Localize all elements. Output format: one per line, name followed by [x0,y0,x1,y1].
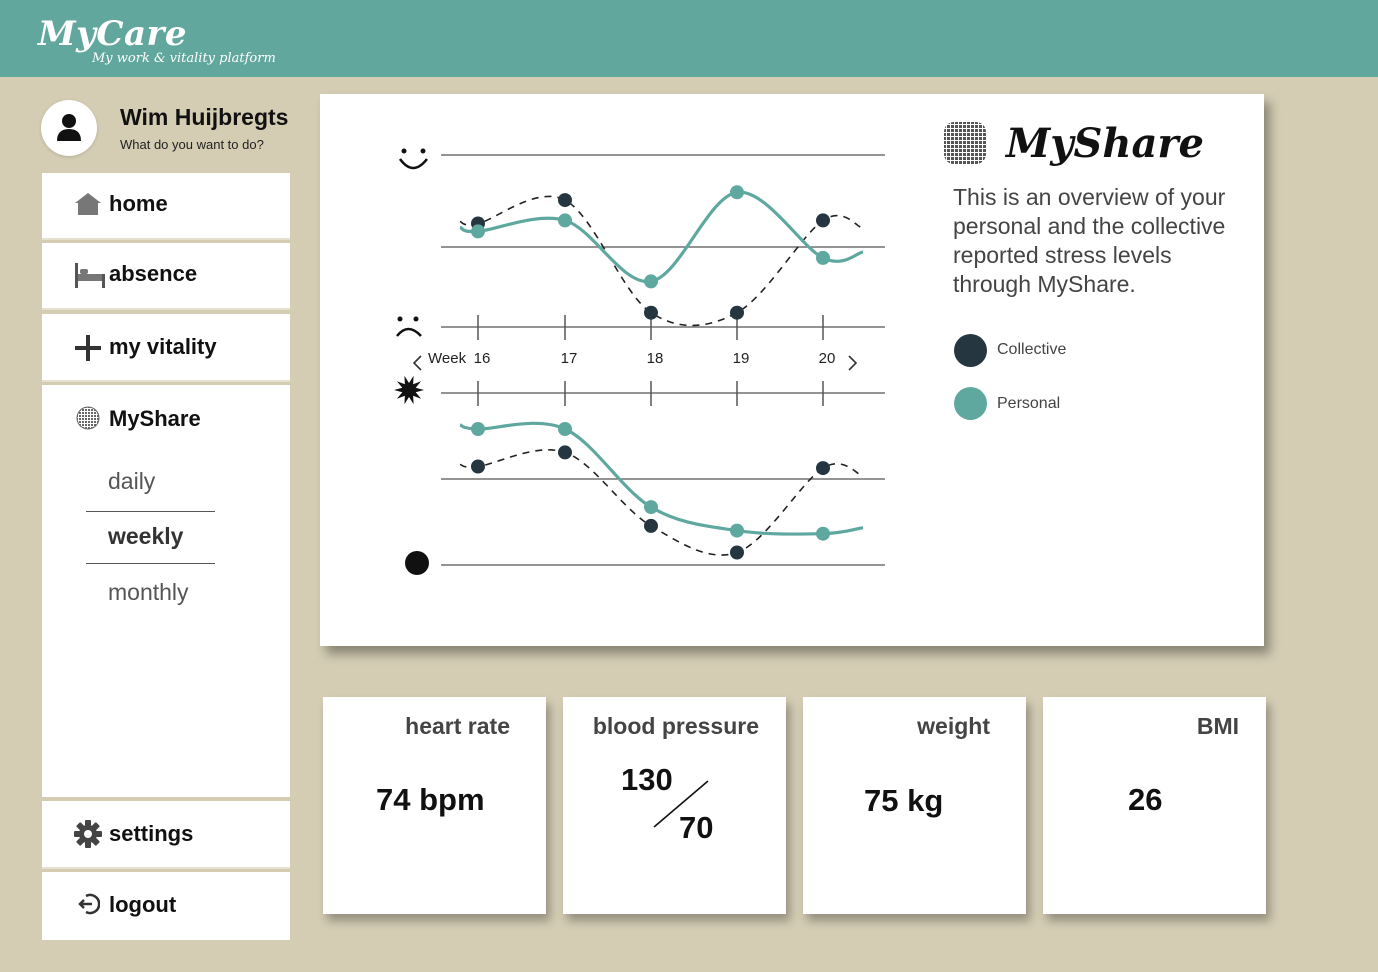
collective-point[interactable] [816,461,830,476]
collective-point[interactable] [644,305,658,320]
user-prompt: What do you want to do? [120,137,264,152]
nav-myshare-label: MyShare [109,406,201,431]
myshare-grid-icon [944,122,986,164]
heart-rate-card[interactable]: heart rate 74 bpm [323,697,546,914]
nav-absence[interactable]: absence [42,243,290,310]
legend-collective-dot [954,334,987,367]
next-week-arrow[interactable] [848,355,858,371]
collective-point[interactable] [558,193,572,208]
myshare-title: MyShare [1006,120,1204,167]
heart-rate-title: heart rate [405,713,510,739]
bmi-title: BMI [1196,713,1239,739]
nav-myshare[interactable]: MyShare [42,385,290,797]
personal-point[interactable] [558,213,572,228]
nav-home-label: home [109,191,168,216]
logout-icon [78,893,100,915]
collective-point[interactable] [558,445,572,460]
myshare-card [320,94,1264,646]
sub-item-daily[interactable]: daily [108,468,156,494]
bed-icon [75,263,105,288]
weight-value: 75 kg [864,783,944,818]
myshare-description: This is an overview of your personal and… [953,184,1226,297]
personal-point[interactable] [471,224,485,239]
personal-point[interactable] [816,526,830,541]
collective-point[interactable] [730,545,744,560]
starburst-icon [394,375,424,405]
user-name: Wim Huijbregts [120,104,289,130]
plus-icon [75,335,101,361]
weight-title: weight [917,713,990,739]
nav-settings-label: settings [109,821,194,846]
nav-vitality[interactable]: my vitality [42,314,290,382]
personal-point[interactable] [730,523,744,538]
user-icon [57,114,81,141]
collective-point[interactable] [644,518,658,533]
sub-divider [86,563,215,564]
nav-vitality-label: my vitality [109,334,217,359]
bmi-value: 26 [1128,782,1163,817]
personal-point[interactable] [730,185,744,200]
avatar[interactable] [41,100,97,156]
app-header: MyCare My work & vitality platform [0,0,1378,77]
tick-label: 20 [819,350,836,367]
blood-pressure-card[interactable]: blood pressure 130 70 [563,697,786,914]
sub-item-weekly[interactable]: weekly [108,523,184,549]
personal-point[interactable] [644,274,658,289]
tick-label: 17 [561,350,578,367]
nav-logout[interactable]: logout [42,872,290,940]
weight-card[interactable]: weight 75 kg [803,697,1026,914]
grid-circle-icon [76,406,100,430]
collective-point[interactable] [471,459,485,474]
blood-pressure-title: blood pressure [592,713,759,739]
personal-line-mood [459,190,864,284]
sub-item-monthly[interactable]: monthly [108,579,189,605]
calm-dot-icon [405,551,429,575]
nav-settings[interactable]: settings [42,801,290,869]
legend-collective-label: Collective [997,341,1067,358]
heart-rate-value: 74 bpm [376,782,485,817]
app-logo[interactable]: MyCare [38,14,188,54]
personal-point[interactable] [471,422,485,436]
tick-label: 18 [647,350,664,367]
legend-personal-label: Personal [997,395,1061,412]
nav-logout-label: logout [109,892,177,917]
gear-icon [74,820,102,848]
personal-point[interactable] [558,422,572,436]
tick-label: 19 [733,350,750,367]
collective-line-stress [459,449,864,556]
fraction-slash [653,780,709,828]
app-subtitle: My work & vitality platform [92,51,276,66]
sub-divider [86,511,215,512]
happy-face-icon [398,148,428,170]
legend-personal-dot [954,387,987,420]
prev-week-arrow[interactable] [412,355,422,371]
home-icon [75,193,101,215]
blood-pressure-diastolic: 70 [679,810,714,845]
tick-label: 16 [474,350,491,367]
personal-point[interactable] [816,250,830,265]
blood-pressure-systolic: 130 [621,762,673,797]
stress-chart: Week 16 17 18 19 20 [394,148,885,575]
week-label: Week [428,350,467,367]
sad-face-icon [396,316,422,337]
bmi-card[interactable]: BMI 26 [1043,697,1266,914]
nav-absence-label: absence [109,261,198,286]
collective-point[interactable] [816,213,830,228]
collective-line-mood [459,195,864,327]
collective-point[interactable] [730,305,744,320]
nav-home[interactable]: home [42,173,290,240]
personal-point[interactable] [644,500,658,515]
